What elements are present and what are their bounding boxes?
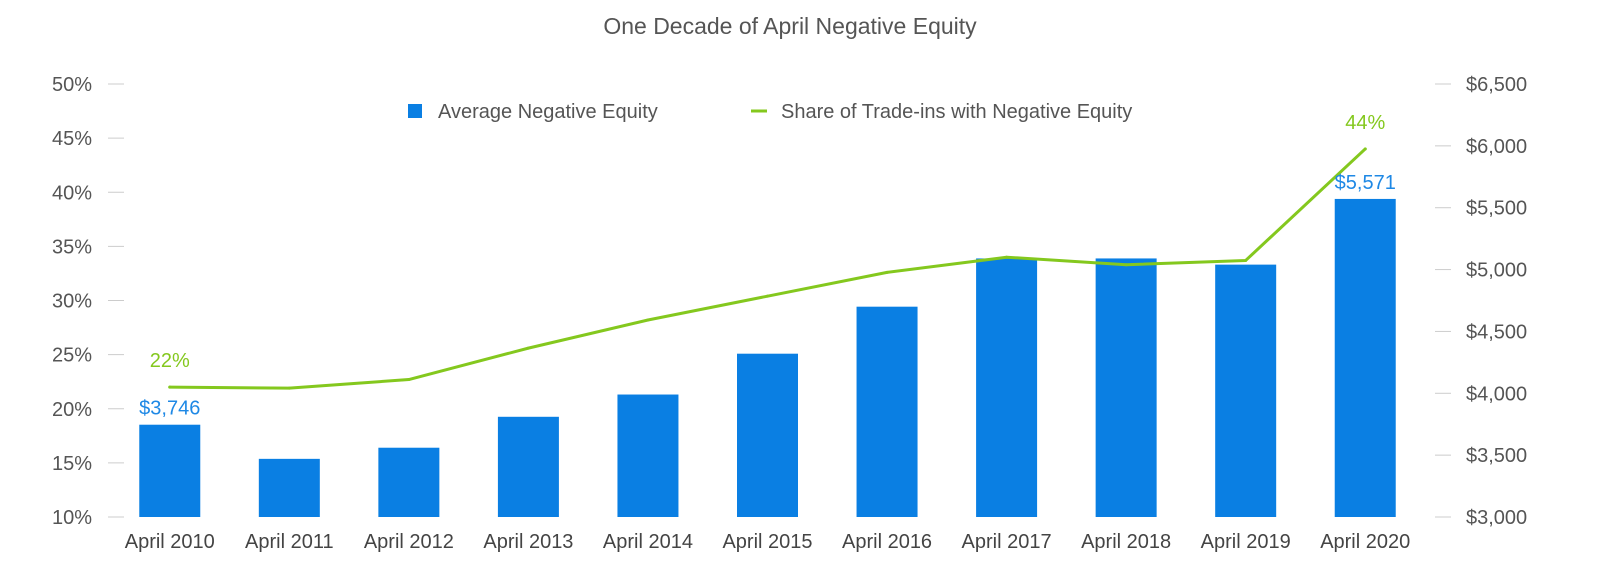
bar [617,394,679,517]
x-tick-label: April 2019 [1201,531,1291,553]
x-tick-label: April 2013 [483,531,573,553]
share-line-path [168,147,1367,390]
bar [497,416,559,517]
left-tick-label: 10% [52,507,92,529]
line-point [1363,147,1367,151]
left-tick-label: 25% [52,345,92,367]
chart-title: One Decade of April Negative Equity [603,13,977,39]
x-tick-label: April 2018 [1081,531,1171,553]
bar [737,353,798,517]
share-line [168,147,1367,390]
data-label: $5,571 [1335,172,1396,194]
left-tick-label: 20% [52,399,92,421]
left-tick-label: 30% [52,291,92,313]
line-point [287,386,291,390]
bar [976,258,1038,517]
legend-swatch-bar [408,104,422,118]
x-tick-label: April 2016 [842,531,932,553]
right-tick-label: $4,500 [1466,321,1527,343]
x-tick-label: April 2011 [245,531,334,553]
bar [258,458,320,517]
data-label: 44% [1345,112,1385,134]
line-point [1124,263,1128,267]
bars [139,198,1396,517]
line-point [1244,258,1248,262]
left-tick-label: 45% [52,128,92,150]
data-labels: $3,746 $5,571 22% 44% [139,112,1396,420]
right-tick-label: $3,500 [1466,445,1527,467]
bar [1215,264,1277,517]
line-point [168,385,172,389]
data-label: 22% [150,350,190,372]
x-tick-label: April 2015 [722,531,812,553]
bar [1095,258,1157,517]
line-point [407,378,411,382]
legend-label-line: Share of Trade-ins with Negative Equity [781,101,1132,123]
line-point [766,294,769,298]
x-tick-label: April 2010 [125,531,215,553]
right-tick-label: $6,000 [1466,136,1527,158]
line-point [646,318,650,322]
bar [1334,198,1396,517]
left-tick-label: 15% [52,453,92,475]
bar [856,306,918,517]
line-point [885,270,889,274]
line-point [1005,255,1009,259]
line-point [526,346,530,350]
right-tick-label: $5,000 [1466,260,1527,282]
right-tick-label: $4,000 [1466,383,1527,405]
right-tick-label: $5,500 [1466,198,1527,220]
bar [139,424,201,517]
bar [378,447,440,517]
x-tick-label: April 2012 [364,531,454,553]
right-tick-label: $3,000 [1466,507,1527,529]
left-tick-label: 40% [52,182,92,204]
x-tick-label: April 2017 [962,531,1052,553]
x-tick-label: April 2014 [603,531,693,553]
x-tick-label: April 2020 [1320,531,1410,553]
legend: Average Negative Equity Share of Trade-in… [408,101,1132,123]
left-tick-label: 35% [52,236,92,258]
data-label: $3,746 [139,398,200,420]
left-tick-label: 50% [52,74,92,96]
legend-label-bar: Average Negative Equity [438,101,658,123]
right-tick-label: $6,500 [1466,74,1527,96]
axes: 10% 15% 20% 25% 30% 35% 40% 45% 50% $3,000 $3,500 $… [52,74,1527,553]
